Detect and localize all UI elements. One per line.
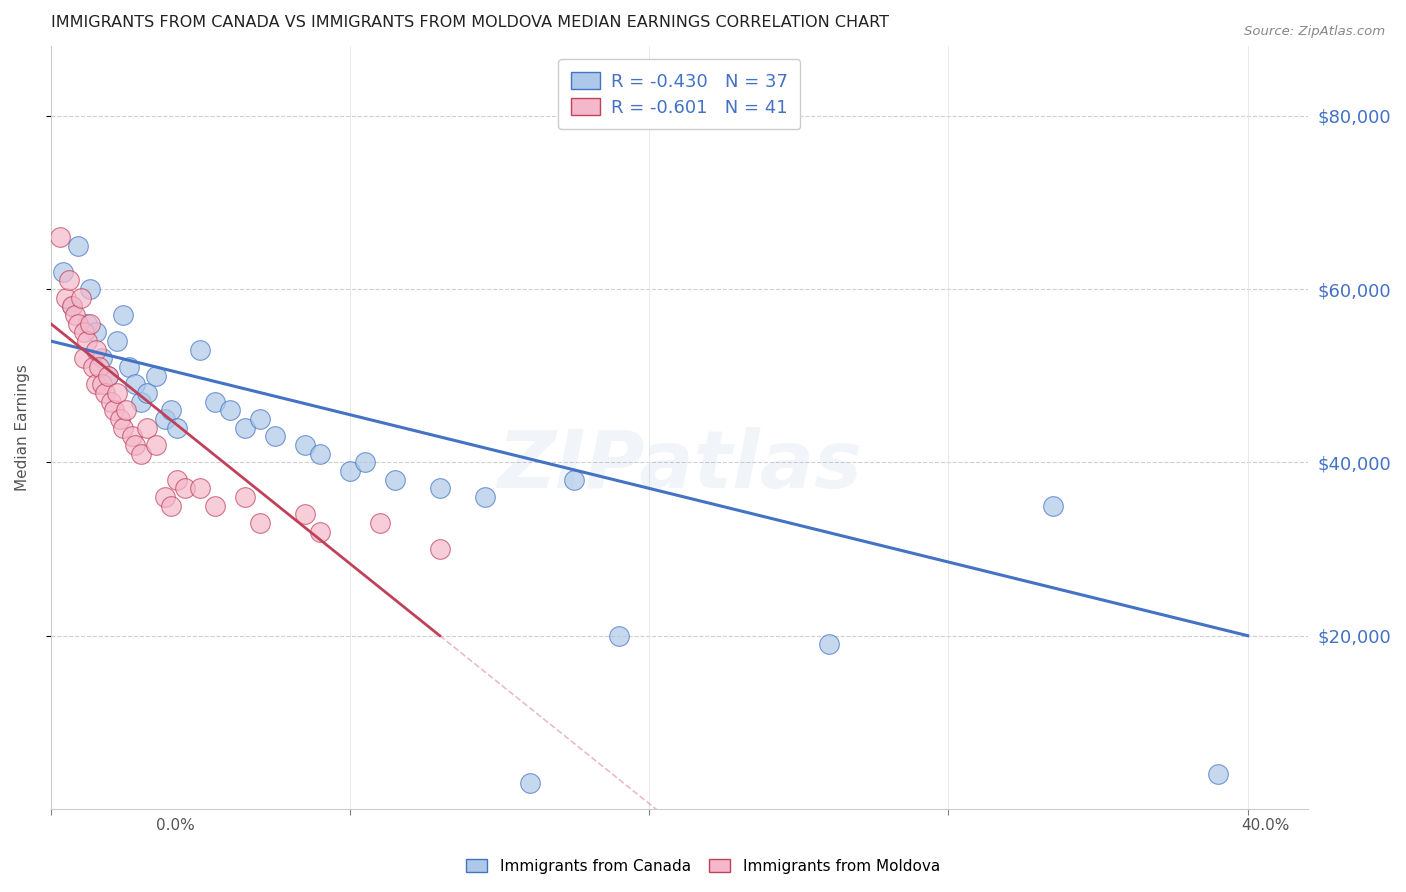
Point: [309, 447, 332, 461]
Point: [87, 360, 110, 375]
Point: [73, 326, 96, 340]
Point: [135, 386, 157, 401]
Point: [108, 412, 131, 426]
Point: [153, 412, 176, 426]
Point: [63, 308, 86, 322]
Point: [76, 334, 98, 348]
Point: [607, 629, 630, 643]
Point: [55, 291, 77, 305]
Point: [97, 368, 120, 383]
Point: [474, 490, 496, 504]
Legend: R = -0.430   N = 37, R = -0.601   N = 41: R = -0.430 N = 37, R = -0.601 N = 41: [558, 59, 800, 129]
Point: [129, 447, 152, 461]
Point: [233, 421, 256, 435]
Text: Source: ZipAtlas.com: Source: ZipAtlas.com: [1244, 25, 1385, 38]
Point: [339, 464, 361, 478]
Point: [60, 300, 83, 314]
Point: [249, 412, 271, 426]
Point: [294, 508, 316, 522]
Point: [73, 351, 96, 366]
Point: [60, 300, 83, 314]
Text: 40.0%: 40.0%: [1241, 818, 1289, 832]
Point: [294, 438, 316, 452]
Point: [233, 490, 256, 504]
Point: [166, 421, 188, 435]
Point: [309, 524, 332, 539]
Point: [190, 482, 212, 496]
Point: [249, 516, 271, 530]
Point: [190, 343, 212, 357]
Point: [817, 637, 839, 651]
Point: [166, 473, 188, 487]
Point: [159, 499, 181, 513]
Point: [105, 334, 128, 348]
Point: [84, 326, 107, 340]
Point: [519, 776, 541, 790]
Point: [1042, 499, 1064, 513]
Point: [100, 394, 122, 409]
Point: [135, 421, 157, 435]
Point: [103, 403, 125, 417]
Point: [264, 429, 287, 443]
Point: [121, 429, 143, 443]
Point: [76, 317, 98, 331]
Point: [49, 230, 72, 244]
Point: [66, 239, 89, 253]
Point: [1206, 767, 1229, 781]
Point: [153, 490, 176, 504]
Point: [204, 394, 226, 409]
Point: [90, 377, 112, 392]
Point: [84, 343, 107, 357]
Point: [429, 482, 451, 496]
Point: [105, 386, 128, 401]
Text: IMMIGRANTS FROM CANADA VS IMMIGRANTS FROM MOLDOVA MEDIAN EARNINGS CORRELATION CH: IMMIGRANTS FROM CANADA VS IMMIGRANTS FRO…: [51, 15, 889, 30]
Text: 0.0%: 0.0%: [156, 818, 195, 832]
Point: [117, 360, 139, 375]
Point: [354, 455, 377, 469]
Point: [564, 473, 586, 487]
Point: [58, 273, 80, 287]
Point: [204, 499, 226, 513]
Point: [111, 308, 134, 322]
Point: [124, 377, 146, 392]
Point: [114, 403, 136, 417]
Point: [368, 516, 391, 530]
Point: [111, 421, 134, 435]
Point: [145, 368, 167, 383]
Point: [90, 351, 112, 366]
Point: [52, 265, 75, 279]
Y-axis label: Median Earnings: Median Earnings: [15, 364, 30, 491]
Legend: Immigrants from Canada, Immigrants from Moldova: Immigrants from Canada, Immigrants from …: [460, 853, 946, 880]
Point: [79, 282, 101, 296]
Point: [219, 403, 242, 417]
Point: [66, 317, 89, 331]
Text: ZIPatlas: ZIPatlas: [496, 427, 862, 505]
Point: [82, 360, 104, 375]
Point: [84, 377, 107, 392]
Point: [174, 482, 197, 496]
Point: [429, 542, 451, 557]
Point: [159, 403, 181, 417]
Point: [124, 438, 146, 452]
Point: [145, 438, 167, 452]
Point: [69, 291, 91, 305]
Point: [129, 394, 152, 409]
Point: [93, 386, 115, 401]
Point: [384, 473, 406, 487]
Point: [79, 317, 101, 331]
Point: [97, 368, 120, 383]
